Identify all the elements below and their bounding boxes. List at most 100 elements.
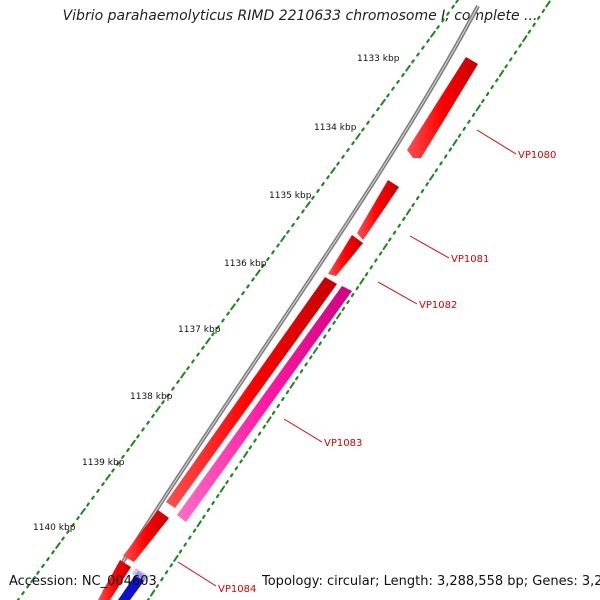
ruler-tick: [541, 8, 546, 14]
ruler-tick: [327, 327, 332, 332]
ruler-tick: [66, 529, 70, 534]
gene-bottom-red[interactable]: [98, 560, 131, 600]
leader-VP1084: [177, 561, 217, 587]
genes: [98, 57, 478, 600]
leader-VP1082: [377, 281, 418, 305]
ruler-tick: [451, 4, 455, 9]
tick-label-1138: 1138 kbp: [130, 392, 173, 402]
ruler-tick: [225, 480, 229, 485]
gene-VP1082[interactable]: [328, 235, 363, 276]
ruler-tick: [429, 173, 435, 181]
tick-label-1140: 1140 kbp: [33, 523, 76, 533]
ruler-tick: [405, 64, 411, 72]
ruler-tick: [513, 50, 518, 55]
ruler-tick: [504, 64, 508, 69]
ruler-tick: [101, 482, 105, 487]
ruler-tick: [376, 107, 380, 112]
ruler-tick: [388, 237, 392, 242]
ruler-tick: [36, 570, 40, 575]
ruler-tick: [396, 79, 400, 84]
ruler-tick: [378, 251, 383, 256]
ruler-tick: [299, 369, 304, 374]
ruler-tick: [266, 257, 270, 262]
ruler-tick: [248, 445, 253, 450]
ruler-tick: [369, 265, 374, 270]
ruler-tick: [416, 52, 420, 57]
ruler-tick: [439, 161, 443, 166]
ruler-tick: [448, 147, 453, 152]
ruler-tick: [309, 355, 313, 360]
ruler-tick: [164, 570, 169, 575]
ruler-tick: [160, 577, 164, 582]
ruler-tick: [229, 473, 234, 478]
gene-reverse-blue-shadow: [132, 568, 149, 582]
gene-VP1080[interactable]: [407, 57, 478, 158]
ruler-tick: [495, 78, 499, 83]
ruler-tick: [80, 507, 86, 515]
ruler-tick: [243, 450, 249, 458]
ruler-tick: [121, 454, 125, 459]
label-VP1082: VP1082: [419, 300, 457, 311]
ruler-tick: [518, 43, 522, 48]
ruler-tick: [186, 366, 190, 371]
ruler-tick: [141, 427, 145, 432]
ruler-tick: [490, 85, 494, 90]
ruler-tick: [291, 222, 295, 228]
ruler-tick: [351, 141, 355, 146]
ruler-tick: [191, 359, 195, 364]
ruler-tick: [452, 139, 458, 147]
ruler-tick: [202, 514, 206, 519]
ruler-tick: [286, 229, 290, 234]
ruler-tick: [261, 263, 265, 268]
ruler-tick: [171, 386, 175, 391]
ruler-tick: [215, 493, 220, 499]
ruler-tick: [262, 424, 267, 429]
ruler-tick: [166, 393, 170, 398]
ruler-tick: [130, 439, 136, 447]
ruler-tick: [276, 243, 280, 248]
ruler-tick: [105, 473, 111, 481]
ruler-tick: [30, 576, 36, 583]
ruler-tick: [296, 216, 300, 221]
gene-VP1081[interactable]: [357, 180, 399, 240]
ruler-tick: [481, 98, 485, 104]
ruler-tick: [16, 597, 20, 600]
ruler-tick: [426, 38, 430, 43]
ruler-tick: [149, 589, 156, 597]
ruler-tick: [401, 72, 405, 78]
label-VP1084: VP1084: [218, 584, 256, 595]
ruler-tick: [236, 297, 240, 303]
outer-ruler: [16, 0, 460, 600]
ruler-tick: [41, 563, 45, 568]
gene-large-red[interactable]: [166, 277, 337, 508]
ruler-tick: [51, 550, 55, 555]
ruler-tick: [326, 175, 330, 180]
ruler-tick: [251, 277, 255, 282]
ruler-tick: [257, 431, 262, 436]
gene-VP1084[interactable]: [123, 510, 169, 562]
ruler-tick: [201, 345, 205, 350]
ruler-tick: [304, 362, 308, 367]
ruler-tick: [246, 284, 250, 289]
ruler-tick: [241, 291, 245, 296]
ruler-tick: [221, 318, 225, 323]
ruler-tick: [276, 403, 281, 409]
ruler-tick: [415, 195, 420, 201]
ruler-tick: [312, 347, 319, 355]
gene-VP1083[interactable]: [177, 286, 352, 522]
ruler-tick: [55, 542, 61, 549]
ruler-tick: [371, 113, 375, 118]
leader-VP1081: [409, 235, 450, 259]
ruler-tick: [285, 389, 290, 395]
ruler-tick: [322, 334, 327, 339]
ruler-tick: [441, 18, 445, 23]
ruler-tick: [471, 112, 476, 117]
ruler-tick: [346, 299, 350, 305]
ruler-tick: [485, 91, 490, 97]
ruler-tick: [475, 104, 481, 112]
ruler-tick: [196, 352, 200, 357]
topology-summary: Topology: circular; Length: 3,288,558 bp…: [262, 574, 600, 589]
tick-label-1134: 1134 kbp: [314, 123, 357, 133]
ruler-tick: [498, 69, 505, 77]
